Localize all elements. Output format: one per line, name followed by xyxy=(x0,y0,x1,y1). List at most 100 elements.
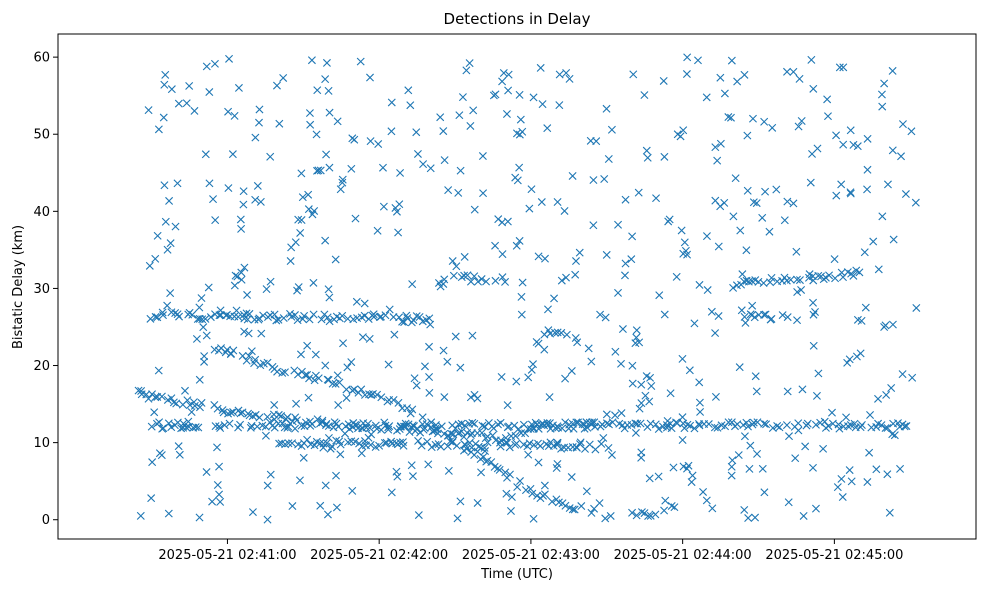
detection-point xyxy=(272,81,281,90)
detection-point xyxy=(687,478,696,487)
detection-point xyxy=(663,416,672,425)
detection-point xyxy=(736,226,745,235)
detection-point xyxy=(179,423,188,432)
detection-point xyxy=(588,418,597,427)
detection-point xyxy=(553,459,562,468)
detection-point xyxy=(412,312,421,321)
detection-point xyxy=(515,90,524,99)
detection-point xyxy=(456,363,465,372)
detection-point xyxy=(230,111,239,120)
detection-point xyxy=(507,493,516,502)
detection-point xyxy=(548,497,557,506)
detection-point xyxy=(181,386,189,395)
detection-point xyxy=(294,283,303,292)
detection-point xyxy=(159,311,168,320)
detection-point xyxy=(385,305,394,314)
detection-point xyxy=(242,356,251,365)
detection-point xyxy=(512,377,521,386)
detection-point xyxy=(527,185,536,194)
detection-point xyxy=(488,431,497,440)
detection-point xyxy=(206,313,215,322)
y-axis: 0 10 20 30 40 50 60 xyxy=(33,51,58,528)
detection-point xyxy=(839,140,848,149)
detection-point xyxy=(534,252,543,261)
detection-point xyxy=(174,442,183,451)
detection-point xyxy=(304,190,313,199)
detection-point xyxy=(323,510,332,519)
detection-point xyxy=(678,413,687,422)
detection-point xyxy=(504,86,513,95)
detection-point xyxy=(751,372,760,381)
detection-point xyxy=(678,354,687,363)
detection-point xyxy=(696,407,705,416)
detection-point xyxy=(901,190,910,199)
detection-point xyxy=(384,423,393,432)
detection-point xyxy=(200,352,209,361)
detection-point xyxy=(721,422,730,431)
detection-point xyxy=(654,472,663,481)
detection-point xyxy=(860,248,869,257)
detection-point xyxy=(783,387,792,396)
detection-point xyxy=(637,399,646,408)
detection-point xyxy=(898,120,907,129)
detection-point xyxy=(172,399,181,408)
detection-point xyxy=(890,431,899,440)
detection-point xyxy=(263,481,272,490)
detection-point xyxy=(512,241,521,250)
detection-point xyxy=(877,421,886,430)
detection-point xyxy=(555,70,564,79)
detection-point xyxy=(713,156,722,165)
detection-point xyxy=(888,146,897,155)
detection-point xyxy=(661,496,670,505)
detection-point xyxy=(211,216,220,225)
detection-point xyxy=(350,385,359,394)
detection-point xyxy=(466,121,475,130)
detection-point xyxy=(856,423,865,432)
detection-point xyxy=(376,312,385,321)
detection-point xyxy=(325,163,334,172)
x-axis-title: Time (UTC) xyxy=(480,567,553,582)
detection-point xyxy=(807,55,816,64)
detection-point xyxy=(443,357,452,366)
detection-point xyxy=(246,423,255,432)
detection-point xyxy=(693,56,702,65)
detection-point xyxy=(877,90,886,99)
detection-point xyxy=(288,439,297,448)
detection-point xyxy=(644,512,653,521)
detection-point xyxy=(878,212,887,221)
detection-point xyxy=(455,111,464,120)
detection-point xyxy=(743,131,752,140)
detection-point xyxy=(568,171,577,180)
detection-point xyxy=(387,98,396,107)
detection-point xyxy=(672,272,681,281)
detection-point xyxy=(586,136,595,145)
detection-point xyxy=(167,423,176,432)
detection-point xyxy=(799,511,808,520)
detection-point xyxy=(161,70,170,79)
detection-point xyxy=(322,438,331,447)
detection-point xyxy=(151,312,160,321)
detection-point xyxy=(314,166,323,175)
detection-point xyxy=(347,358,356,367)
detection-point xyxy=(889,235,898,244)
detection-point xyxy=(753,449,762,458)
detection-point xyxy=(369,310,378,319)
detection-point xyxy=(809,276,818,285)
detection-point xyxy=(321,361,330,370)
detection-point xyxy=(426,320,435,329)
detection-point xyxy=(503,217,512,226)
detection-point xyxy=(255,118,263,127)
detection-point xyxy=(515,163,524,172)
detection-point xyxy=(501,468,510,477)
detection-point xyxy=(621,259,630,268)
detection-point xyxy=(331,255,340,264)
detection-point xyxy=(729,283,738,292)
detection-point xyxy=(737,306,746,315)
detection-point xyxy=(204,283,213,292)
detection-point xyxy=(546,329,555,338)
detection-point xyxy=(299,453,308,462)
detection-point xyxy=(184,417,193,426)
detection-point xyxy=(883,470,892,479)
detection-point xyxy=(536,63,545,72)
detection-point xyxy=(198,315,207,324)
